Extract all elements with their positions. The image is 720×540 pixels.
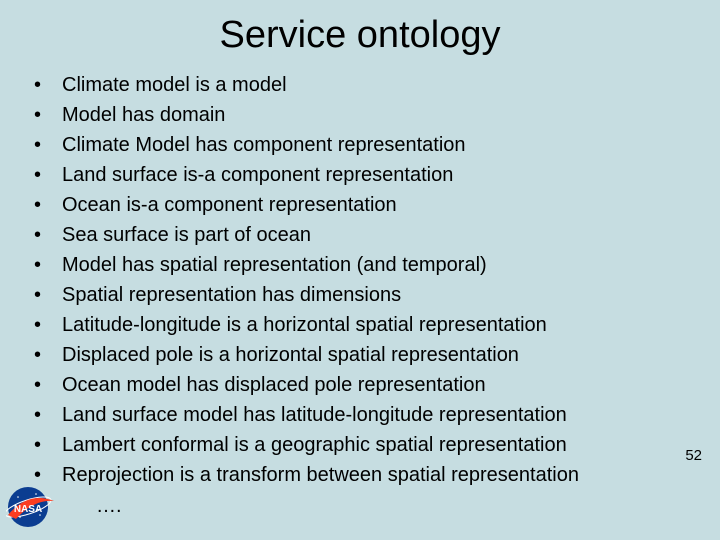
bullet-glyph: • bbox=[34, 165, 62, 185]
list-item-text: Land surface model has latitude-longitud… bbox=[62, 405, 567, 425]
bullet-glyph: • bbox=[34, 435, 62, 455]
bullet-glyph: • bbox=[34, 105, 62, 125]
list-item-text: Spatial representation has dimensions bbox=[62, 285, 401, 305]
list-item-text: Sea surface is part of ocean bbox=[62, 225, 311, 245]
bullet-glyph: • bbox=[34, 195, 62, 215]
list-item-text: Climate Model has component representati… bbox=[62, 135, 466, 155]
list-item-text: Reprojection is a transform between spat… bbox=[62, 465, 579, 485]
list-item: •Land surface model has latitude-longitu… bbox=[34, 405, 720, 425]
bullet-glyph: • bbox=[34, 285, 62, 305]
list-item: •Model has spatial representation (and t… bbox=[34, 255, 720, 275]
list-item: •Ocean is-a component representation bbox=[34, 195, 720, 215]
list-trailing-ellipsis: …. bbox=[34, 495, 720, 518]
bullet-glyph: • bbox=[34, 405, 62, 425]
list-item: •Ocean model has displaced pole represen… bbox=[34, 375, 720, 395]
list-item-text: Ocean model has displaced pole represent… bbox=[62, 375, 486, 395]
nasa-logo-icon: NASA bbox=[6, 485, 58, 534]
list-item: •Sea surface is part of ocean bbox=[34, 225, 720, 245]
list-item: •Climate model is a model bbox=[34, 75, 720, 95]
list-item-text: Latitude-longitude is a horizontal spati… bbox=[62, 315, 547, 335]
list-item: •Model has domain bbox=[34, 105, 720, 125]
list-item: •Climate Model has component representat… bbox=[34, 135, 720, 155]
list-item-text: Land surface is-a component representati… bbox=[62, 165, 453, 185]
bullet-glyph: • bbox=[34, 315, 62, 335]
bullet-list: •Climate model is a model •Model has dom… bbox=[0, 57, 720, 518]
bullet-glyph: • bbox=[34, 75, 62, 95]
slide-title: Service ontology bbox=[0, 0, 720, 57]
list-item: •Land surface is-a component representat… bbox=[34, 165, 720, 185]
list-item: •Latitude-longitude is a horizontal spat… bbox=[34, 315, 720, 335]
svg-text:NASA: NASA bbox=[14, 504, 42, 515]
list-item-text: Model has domain bbox=[62, 105, 225, 125]
bullet-glyph: • bbox=[34, 255, 62, 275]
list-item: •Lambert conformal is a geographic spati… bbox=[34, 435, 720, 455]
bullet-glyph: • bbox=[34, 225, 62, 245]
list-item: •Reprojection is a transform between spa… bbox=[34, 465, 720, 485]
list-item-text: Ocean is-a component representation bbox=[62, 195, 397, 215]
list-item-text: Model has spatial representation (and te… bbox=[62, 255, 487, 275]
list-item-text: Climate model is a model bbox=[62, 75, 287, 95]
bullet-glyph: • bbox=[34, 345, 62, 365]
bullet-glyph: • bbox=[34, 135, 62, 155]
list-item: •Displaced pole is a horizontal spatial … bbox=[34, 345, 720, 365]
bullet-glyph: • bbox=[34, 375, 62, 395]
list-item: •Spatial representation has dimensions bbox=[34, 285, 720, 305]
bullet-glyph: • bbox=[34, 465, 62, 485]
list-item-text: Lambert conformal is a geographic spatia… bbox=[62, 435, 567, 455]
slide: Service ontology •Climate model is a mod… bbox=[0, 0, 720, 540]
list-item-text: Displaced pole is a horizontal spatial r… bbox=[62, 345, 519, 365]
page-number: 52 bbox=[685, 447, 702, 464]
